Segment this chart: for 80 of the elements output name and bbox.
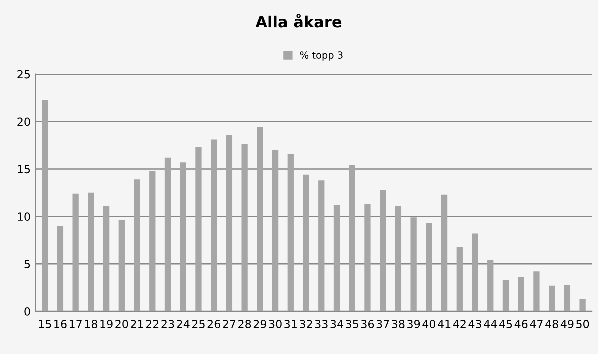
y-tick-label: 10: [18, 212, 30, 222]
x-tick-label: 37: [376, 320, 390, 328]
bar: [118, 220, 125, 312]
bar: [103, 206, 110, 312]
bar: [272, 150, 279, 312]
x-tick-label: 46: [514, 320, 528, 328]
bar: [456, 247, 463, 312]
x-tick-label: 25: [192, 320, 205, 328]
x-tick-label: 24: [177, 320, 190, 328]
y-tick-label: 25: [18, 70, 30, 79]
bar: [534, 272, 540, 312]
x-tick-label: 21: [131, 320, 144, 328]
x-tick-label: 28: [238, 320, 252, 328]
bar: [257, 127, 264, 312]
x-tick-label: 29: [254, 320, 266, 328]
bar: [164, 158, 172, 312]
y-tick-label: 20: [18, 118, 30, 126]
bar: [196, 147, 202, 312]
x-tick-label: 17: [70, 320, 82, 328]
bar: [410, 218, 417, 312]
y-tick-label: 5: [24, 260, 30, 268]
bar: [88, 192, 94, 312]
bar: [395, 206, 402, 312]
bar: [303, 174, 310, 312]
x-tick-label: 32: [300, 320, 312, 328]
x-tick-label: 40: [422, 320, 436, 328]
bar: [288, 154, 294, 312]
bar: [488, 260, 494, 312]
bar: [318, 180, 325, 312]
bar: [549, 286, 556, 312]
x-tick-label: 20: [116, 320, 128, 328]
legend-label: % topp 3: [300, 52, 343, 61]
bar: [334, 205, 340, 312]
y-tick-label: 15: [18, 165, 30, 174]
x-tick-label: 19: [100, 320, 113, 328]
bar: [242, 144, 248, 312]
bar: [57, 226, 64, 312]
bar: [441, 194, 448, 312]
x-tick-label: 47: [530, 320, 543, 328]
x-tick-label: 50: [576, 320, 590, 328]
bar: [564, 284, 571, 312]
bar: [349, 165, 356, 312]
x-tick-label: 38: [392, 320, 405, 328]
bar: [472, 234, 478, 312]
bar: [42, 100, 48, 312]
x-tick-label: 44: [484, 320, 498, 328]
bar: [72, 194, 79, 312]
bar: [150, 171, 156, 312]
bar: [380, 190, 386, 312]
y-tick-label: 0: [24, 307, 30, 316]
x-tick-label: 31: [284, 320, 297, 328]
bar: [426, 223, 432, 312]
x-tick-label: 15: [39, 320, 52, 328]
bar: [580, 299, 586, 312]
x-tick-label: 23: [162, 320, 174, 328]
x-tick-label: 39: [408, 320, 420, 328]
x-tick-label: 35: [346, 320, 358, 328]
bar: [364, 204, 371, 312]
x-tick-label: 42: [453, 320, 466, 328]
x-tick-label: 26: [208, 320, 220, 328]
x-tick-label: 33: [315, 320, 328, 328]
bar: [226, 135, 233, 312]
x-tick-label: 41: [438, 320, 451, 328]
bar: [518, 277, 524, 312]
x-tick-label: 45: [499, 320, 512, 328]
bar: [180, 162, 186, 312]
x-tick-label: 27: [223, 320, 236, 328]
x-tick-label: 22: [146, 320, 159, 328]
x-tick-label: 16: [54, 320, 67, 328]
x-tick-label: 30: [269, 320, 282, 328]
x-tick-label: 49: [560, 320, 574, 328]
x-tick-label: 34: [330, 320, 344, 328]
bar: [502, 280, 510, 312]
chart-title: Alla åkare: [256, 14, 342, 28]
bar: [211, 140, 218, 312]
x-tick-label: 48: [546, 320, 558, 328]
bar: [134, 180, 140, 312]
x-tick-label: 36: [362, 320, 374, 328]
x-tick-label: 43: [468, 320, 482, 328]
x-tick-label: 18: [85, 320, 98, 328]
